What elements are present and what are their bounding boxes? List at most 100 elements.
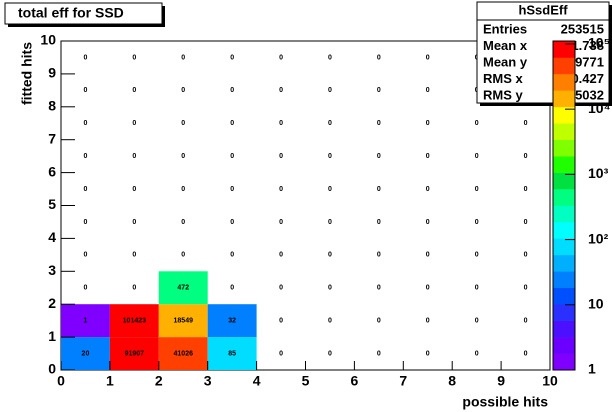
cell-label: 0 — [279, 252, 283, 259]
cell-label: 0 — [377, 120, 381, 127]
y-tick-label: 10 — [40, 32, 56, 48]
color-band — [553, 156, 575, 173]
cell-label: 0 — [377, 350, 381, 357]
color-bar: 1 10 10² 10³ 10⁴ 10⁵ — [552, 35, 611, 377]
cell-label: 0 — [524, 186, 528, 193]
y-tick-label: 5 — [48, 196, 56, 212]
color-band — [553, 221, 575, 239]
cell-label: 0 — [132, 153, 136, 160]
y-axis-title: fitted hits — [19, 42, 35, 105]
cell-label: 0 — [426, 87, 430, 94]
cell-label: 0 — [132, 219, 136, 226]
cell-label: 0 — [475, 120, 479, 127]
stats-key: Mean y — [483, 54, 528, 69]
cell-label: 0 — [328, 350, 332, 357]
y-tick-label: 4 — [48, 229, 56, 245]
cell-label: 0 — [377, 317, 381, 324]
y-tick-label: 9 — [48, 65, 56, 81]
cell-label: 0 — [279, 120, 283, 127]
color-band — [553, 271, 575, 289]
cell-label: 0 — [377, 186, 381, 193]
y-tick-label: 0 — [48, 361, 56, 377]
cell-label: 0 — [524, 285, 528, 292]
cell-label: 0 — [279, 219, 283, 226]
color-band — [553, 304, 575, 321]
cell-label: 101423 — [123, 317, 146, 324]
cell — [207, 337, 257, 370]
cell-label: 0 — [426, 317, 430, 324]
x-axis-title: possible hits — [462, 394, 548, 410]
stats-value: 0.427 — [571, 71, 604, 86]
cell-label: 32 — [228, 317, 236, 324]
x-tick-label: 10 — [542, 373, 558, 389]
stats-key: RMS y — [483, 87, 524, 102]
z-tick-label: 10⁴ — [588, 100, 611, 116]
cell-label: 0 — [230, 54, 234, 61]
cell-label: 0 — [230, 285, 234, 292]
cell-label: 0 — [230, 219, 234, 226]
cell-label: 0 — [426, 153, 430, 160]
y-tick-label: 6 — [48, 163, 56, 179]
cell-label: 41026 — [174, 350, 194, 357]
cell-label: 0 — [475, 219, 479, 226]
cell-label: 0 — [377, 219, 381, 226]
cell — [158, 337, 208, 370]
x-tick-label: 1 — [106, 373, 114, 389]
cells: 20 91907 41026 85 0 0 0 0 0 0 1 101423 18549 32 0 0 0 0 0 0… — [61, 54, 528, 370]
x-tick-label: 6 — [351, 373, 359, 389]
cell-label: 0 — [132, 186, 136, 193]
color-band — [553, 287, 575, 305]
cell-label: 0 — [426, 285, 430, 292]
stats-key: Entries — [483, 21, 527, 36]
cell — [61, 337, 110, 370]
cell-label: 0 — [328, 120, 332, 127]
y-tick-label: 8 — [48, 98, 56, 114]
cell-label: 0 — [426, 252, 430, 259]
cell-label: 0 — [181, 252, 185, 259]
cell-label: 0 — [83, 252, 87, 259]
color-band — [553, 320, 575, 338]
stats-key: Mean x — [483, 38, 528, 53]
z-tick-label: 1 — [588, 361, 596, 377]
x-tick-label: 7 — [399, 373, 407, 389]
cell — [158, 271, 208, 305]
cell-label: 18549 — [174, 317, 194, 324]
cell — [158, 304, 208, 338]
stats-box: hSsdEff Entries 253515 Mean x 1.738 Mean y 0.… — [476, 1, 612, 106]
cell-label: 0 — [426, 54, 430, 61]
cell-label: 0 — [328, 54, 332, 61]
cell-label: 0 — [83, 120, 87, 127]
cell-label: 0 — [132, 54, 136, 61]
cell-label: 0 — [377, 87, 381, 94]
cell-label: 0 — [279, 350, 283, 357]
cell-label: 0 — [132, 285, 136, 292]
cell-label: 0 — [524, 350, 528, 357]
cell-label: 0 — [328, 317, 332, 324]
color-band — [553, 337, 575, 354]
x-tick-label: 2 — [155, 373, 163, 389]
cell-label: 0 — [230, 87, 234, 94]
cell-label: 0 — [328, 219, 332, 226]
y-tick-label: 3 — [48, 262, 56, 278]
cell-label: 0 — [475, 285, 479, 292]
z-tick-label: 10³ — [588, 165, 609, 181]
color-band — [553, 189, 575, 206]
cell-label: 0 — [524, 252, 528, 259]
y-tick-label: 1 — [48, 328, 56, 344]
cell-label: 0 — [230, 186, 234, 193]
z-tick-label: 10⁵ — [588, 35, 610, 51]
color-band — [553, 41, 575, 58]
cell-label: 0 — [524, 153, 528, 160]
cell-label: 0 — [279, 87, 283, 94]
cell-label: 0 — [524, 120, 528, 127]
cell-label: 0 — [230, 153, 234, 160]
cell-label: 0 — [475, 350, 479, 357]
chart-title: total eff for SSD — [18, 5, 124, 21]
x-tick-label: 9 — [497, 373, 505, 389]
cell-label: 0 — [83, 186, 87, 193]
cell-label: 0 — [230, 120, 234, 127]
color-band — [553, 238, 575, 256]
color-bar-frame — [552, 40, 576, 371]
cell-label: 0 — [83, 219, 87, 226]
cell-label: 0 — [426, 350, 430, 357]
